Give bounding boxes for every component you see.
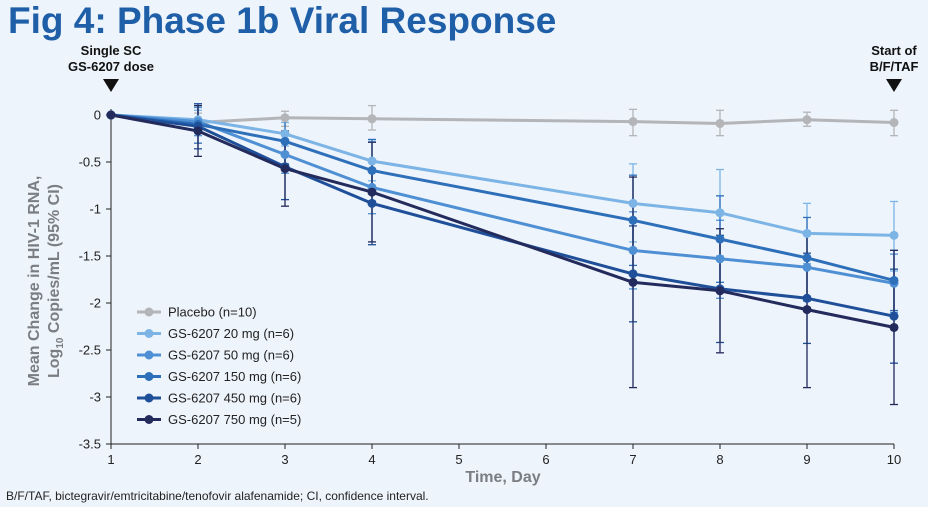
legend-swatch-marker xyxy=(144,415,154,424)
legend-label: Placebo (n=10) xyxy=(168,305,257,320)
legend-swatch-marker xyxy=(144,393,154,403)
y-tick-label: -2.5 xyxy=(79,343,101,358)
y-tick-label: -0.5 xyxy=(79,155,101,170)
data-point xyxy=(802,228,812,238)
data-point xyxy=(280,149,290,159)
y-axis-label-line2: Log10 Copies/mL (95% CI) xyxy=(46,184,66,378)
data-point xyxy=(802,262,812,272)
page-title: Fig 4: Phase 1b Viral Response xyxy=(8,0,557,41)
data-point xyxy=(715,208,725,218)
x-axis-label: Time, Day xyxy=(465,469,540,486)
y-tick-label: -1.5 xyxy=(79,249,101,264)
legend-swatch-marker xyxy=(144,350,154,360)
data-point xyxy=(367,156,377,166)
data-point xyxy=(280,129,290,139)
legend-label: GS-6207 450 mg (n=6) xyxy=(168,391,301,406)
data-point xyxy=(889,311,899,321)
data-point xyxy=(715,254,725,264)
data-point xyxy=(280,164,290,174)
data-point xyxy=(715,118,725,128)
x-tick-label: 8 xyxy=(716,452,723,467)
y-tick-label: 0 xyxy=(94,108,101,123)
data-point xyxy=(715,286,725,296)
annotation-dose-line1: Single SC xyxy=(81,43,142,58)
x-tick-label: 6 xyxy=(542,452,549,467)
data-point xyxy=(802,293,812,303)
y-tick-label: -3 xyxy=(89,390,101,405)
legend-label: GS-6207 20 mg (n=6) xyxy=(168,326,294,341)
legend-label: GS-6207 150 mg (n=6) xyxy=(168,369,301,384)
data-point xyxy=(628,215,638,225)
y-tick-label: -1 xyxy=(89,202,101,217)
data-point xyxy=(367,198,377,208)
data-point xyxy=(367,114,377,124)
footnote: B/F/TAF, bictegravir/emtricitabine/tenof… xyxy=(6,489,429,503)
data-point xyxy=(628,198,638,208)
annotation-bftaf-line2: B/F/TAF xyxy=(870,59,919,74)
y-tick-label: -2 xyxy=(89,296,101,311)
chart-axes: 0 -0.5 -1 -1.5 -2 -2.5 -3 -3.5 1 2 3 4 5 6 7 8 9 10 xyxy=(79,108,902,468)
x-tick-label: 4 xyxy=(368,452,375,467)
x-tick-label: 5 xyxy=(455,452,462,467)
series-line xyxy=(110,113,895,125)
data-point xyxy=(367,187,377,197)
data-point xyxy=(802,115,812,125)
data-point xyxy=(889,118,899,128)
data-point xyxy=(193,126,203,136)
bftaf-arrow-icon xyxy=(886,79,902,92)
data-point xyxy=(715,234,725,244)
data-point xyxy=(889,322,899,332)
data-point xyxy=(889,275,899,285)
series-lines xyxy=(110,113,895,329)
legend-label: GS-6207 750 mg (n=5) xyxy=(168,412,301,427)
series-line xyxy=(110,113,895,237)
annotation-bftaf-line1: Start of xyxy=(871,43,917,58)
series-line xyxy=(110,113,895,329)
x-tick-label: 7 xyxy=(629,452,636,467)
annotation-dose-line2: GS-6207 dose xyxy=(68,59,154,74)
y-tick-label: -3.5 xyxy=(79,437,101,452)
x-tick-label: 3 xyxy=(281,452,288,467)
x-tick-label: 9 xyxy=(803,452,810,467)
data-point xyxy=(280,136,290,146)
data-point xyxy=(802,253,812,263)
data-point xyxy=(367,165,377,175)
data-point xyxy=(628,117,638,127)
data-point xyxy=(889,230,899,240)
y-axis-label-line1: Mean Change in HIV-1 RNA, xyxy=(26,176,43,387)
x-tick-label: 10 xyxy=(887,452,901,467)
data-points xyxy=(106,110,899,332)
data-point xyxy=(628,269,638,279)
x-tick-label: 1 xyxy=(107,452,114,467)
data-point xyxy=(628,245,638,255)
legend-label: GS-6207 50 mg (n=6) xyxy=(168,348,294,363)
dose-arrow-icon xyxy=(103,79,119,92)
data-point xyxy=(802,305,812,315)
legend-swatch-marker xyxy=(144,329,154,338)
legend-swatch-marker xyxy=(144,372,154,381)
data-point xyxy=(628,277,638,287)
legend: Placebo (n=10) GS-6207 20 mg (n=6) GS-6207… xyxy=(137,305,301,427)
legend-swatch-marker xyxy=(144,307,154,317)
data-point xyxy=(280,113,290,123)
series-line xyxy=(110,113,895,282)
x-tick-label: 2 xyxy=(194,452,201,467)
data-point xyxy=(106,110,116,120)
